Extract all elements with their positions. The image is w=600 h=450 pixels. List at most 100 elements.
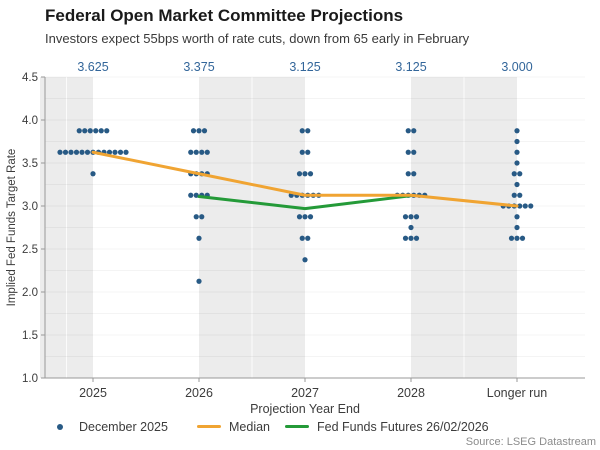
projection-dot (62, 149, 69, 155)
projection-dot (296, 171, 303, 177)
projection-dot (511, 171, 517, 177)
projection-dot (299, 235, 305, 241)
projection-dot (413, 214, 420, 220)
x-axis-title: Projection Year End (250, 402, 360, 416)
projection-dot (522, 203, 528, 209)
projection-dot (87, 128, 93, 134)
projection-dot (296, 214, 303, 220)
chart-plot-area: 1.0 1.5 2.0 2.5 3.0 3.5 4.0 4.5 2025 3.625 2026 3.3… (22, 60, 585, 400)
projection-dot (68, 149, 74, 155)
projection-dot (305, 128, 311, 134)
projection-dot (188, 192, 194, 198)
projection-dot (299, 149, 305, 155)
projection-dot (123, 149, 129, 155)
top-median-label: 3.000 (501, 60, 532, 74)
y-tick-label: 3.0 (22, 201, 38, 213)
projection-dot (413, 235, 420, 241)
y-tick-label: 3.5 (22, 158, 38, 170)
projection-dot (104, 128, 110, 134)
projection-dot (117, 149, 124, 155)
projection-dot (514, 128, 520, 134)
projection-dot (196, 128, 202, 134)
x-tick-label: Longer run (487, 386, 548, 400)
x-tick-label: 2025 (79, 386, 107, 400)
projection-dot (508, 235, 515, 241)
top-median-label: 3.125 (289, 60, 320, 74)
projection-dot (402, 214, 409, 220)
page-title: Federal Open Market Committee Projection… (45, 6, 404, 25)
legend-item-fed-funds-futures: Fed Funds Futures 26/02/2026 (285, 419, 489, 434)
futures-line (197, 194, 413, 211)
source-attribution: Source: LSEG Datastream (465, 436, 596, 448)
projection-dot (307, 171, 314, 177)
projection-dot (411, 171, 417, 177)
projection-dot (305, 235, 311, 241)
projection-dot (199, 149, 205, 155)
line-swatch-icon (197, 424, 221, 429)
projection-dot (514, 149, 520, 155)
projection-dot (514, 235, 520, 241)
projection-dot (76, 128, 82, 134)
projection-dot (57, 149, 63, 155)
projection-dot (90, 171, 96, 177)
x-tick-label: 2027 (291, 386, 319, 400)
projection-dot (514, 214, 520, 220)
projection-dot (402, 235, 409, 241)
projection-dot (299, 128, 305, 134)
projection-dot (84, 149, 91, 155)
projection-dot (112, 149, 118, 155)
projection-dot (305, 149, 311, 155)
projection-dot (73, 149, 80, 155)
projection-dot (193, 214, 199, 220)
projection-dot (188, 149, 194, 155)
y-tick-label: 2.0 (22, 287, 38, 299)
projection-dot (93, 128, 99, 134)
projection-dot (408, 235, 414, 241)
legend-label: December 2025 (79, 419, 168, 434)
y-tick-label: 1.5 (22, 330, 38, 342)
projection-dot (193, 149, 199, 155)
projection-dot (514, 160, 520, 166)
projection-dot (519, 235, 526, 241)
projection-dot (302, 214, 308, 220)
x-tick-label: 2028 (397, 386, 425, 400)
legend-item-december-2025: December 2025 (57, 419, 168, 434)
top-median-label: 3.125 (395, 60, 426, 74)
top-median-label: 3.625 (77, 60, 108, 74)
projection-dot (82, 128, 88, 134)
projection-dot (405, 171, 411, 177)
dot-swatch-icon (57, 423, 63, 430)
projection-dot (307, 214, 314, 220)
y-tick-label: 1.0 (22, 373, 38, 385)
projection-dot (302, 171, 308, 177)
line-swatch-icon (285, 424, 309, 429)
page-subtitle: Investors expect 55bps worth of rate cut… (45, 31, 470, 46)
projection-dot (79, 149, 85, 155)
projection-dot (517, 171, 523, 177)
projection-dot (204, 149, 210, 155)
y-tick-label: 4.0 (22, 115, 38, 127)
projection-dot (411, 128, 417, 134)
projection-dot (411, 149, 417, 155)
projection-dot (196, 235, 202, 241)
legend-label: Fed Funds Futures 26/02/2026 (317, 419, 489, 434)
projection-dot (302, 257, 308, 263)
projection-dot (408, 214, 414, 220)
y-tick-label: 4.5 (22, 72, 38, 84)
projection-dot (106, 149, 113, 155)
projection-dot (405, 149, 411, 155)
legend-item-median: Median (197, 419, 270, 434)
projection-dot (98, 128, 104, 134)
projection-dot (201, 128, 208, 134)
median-line (91, 150, 519, 208)
legend-label: Median (229, 419, 270, 434)
x-tick-label: 2026 (185, 386, 213, 400)
projection-dot (199, 214, 205, 220)
projection-dot (190, 128, 197, 134)
projection-dot (196, 278, 202, 284)
projection-dot (511, 192, 517, 198)
projection-dot (514, 138, 520, 145)
projection-dot (405, 128, 411, 134)
